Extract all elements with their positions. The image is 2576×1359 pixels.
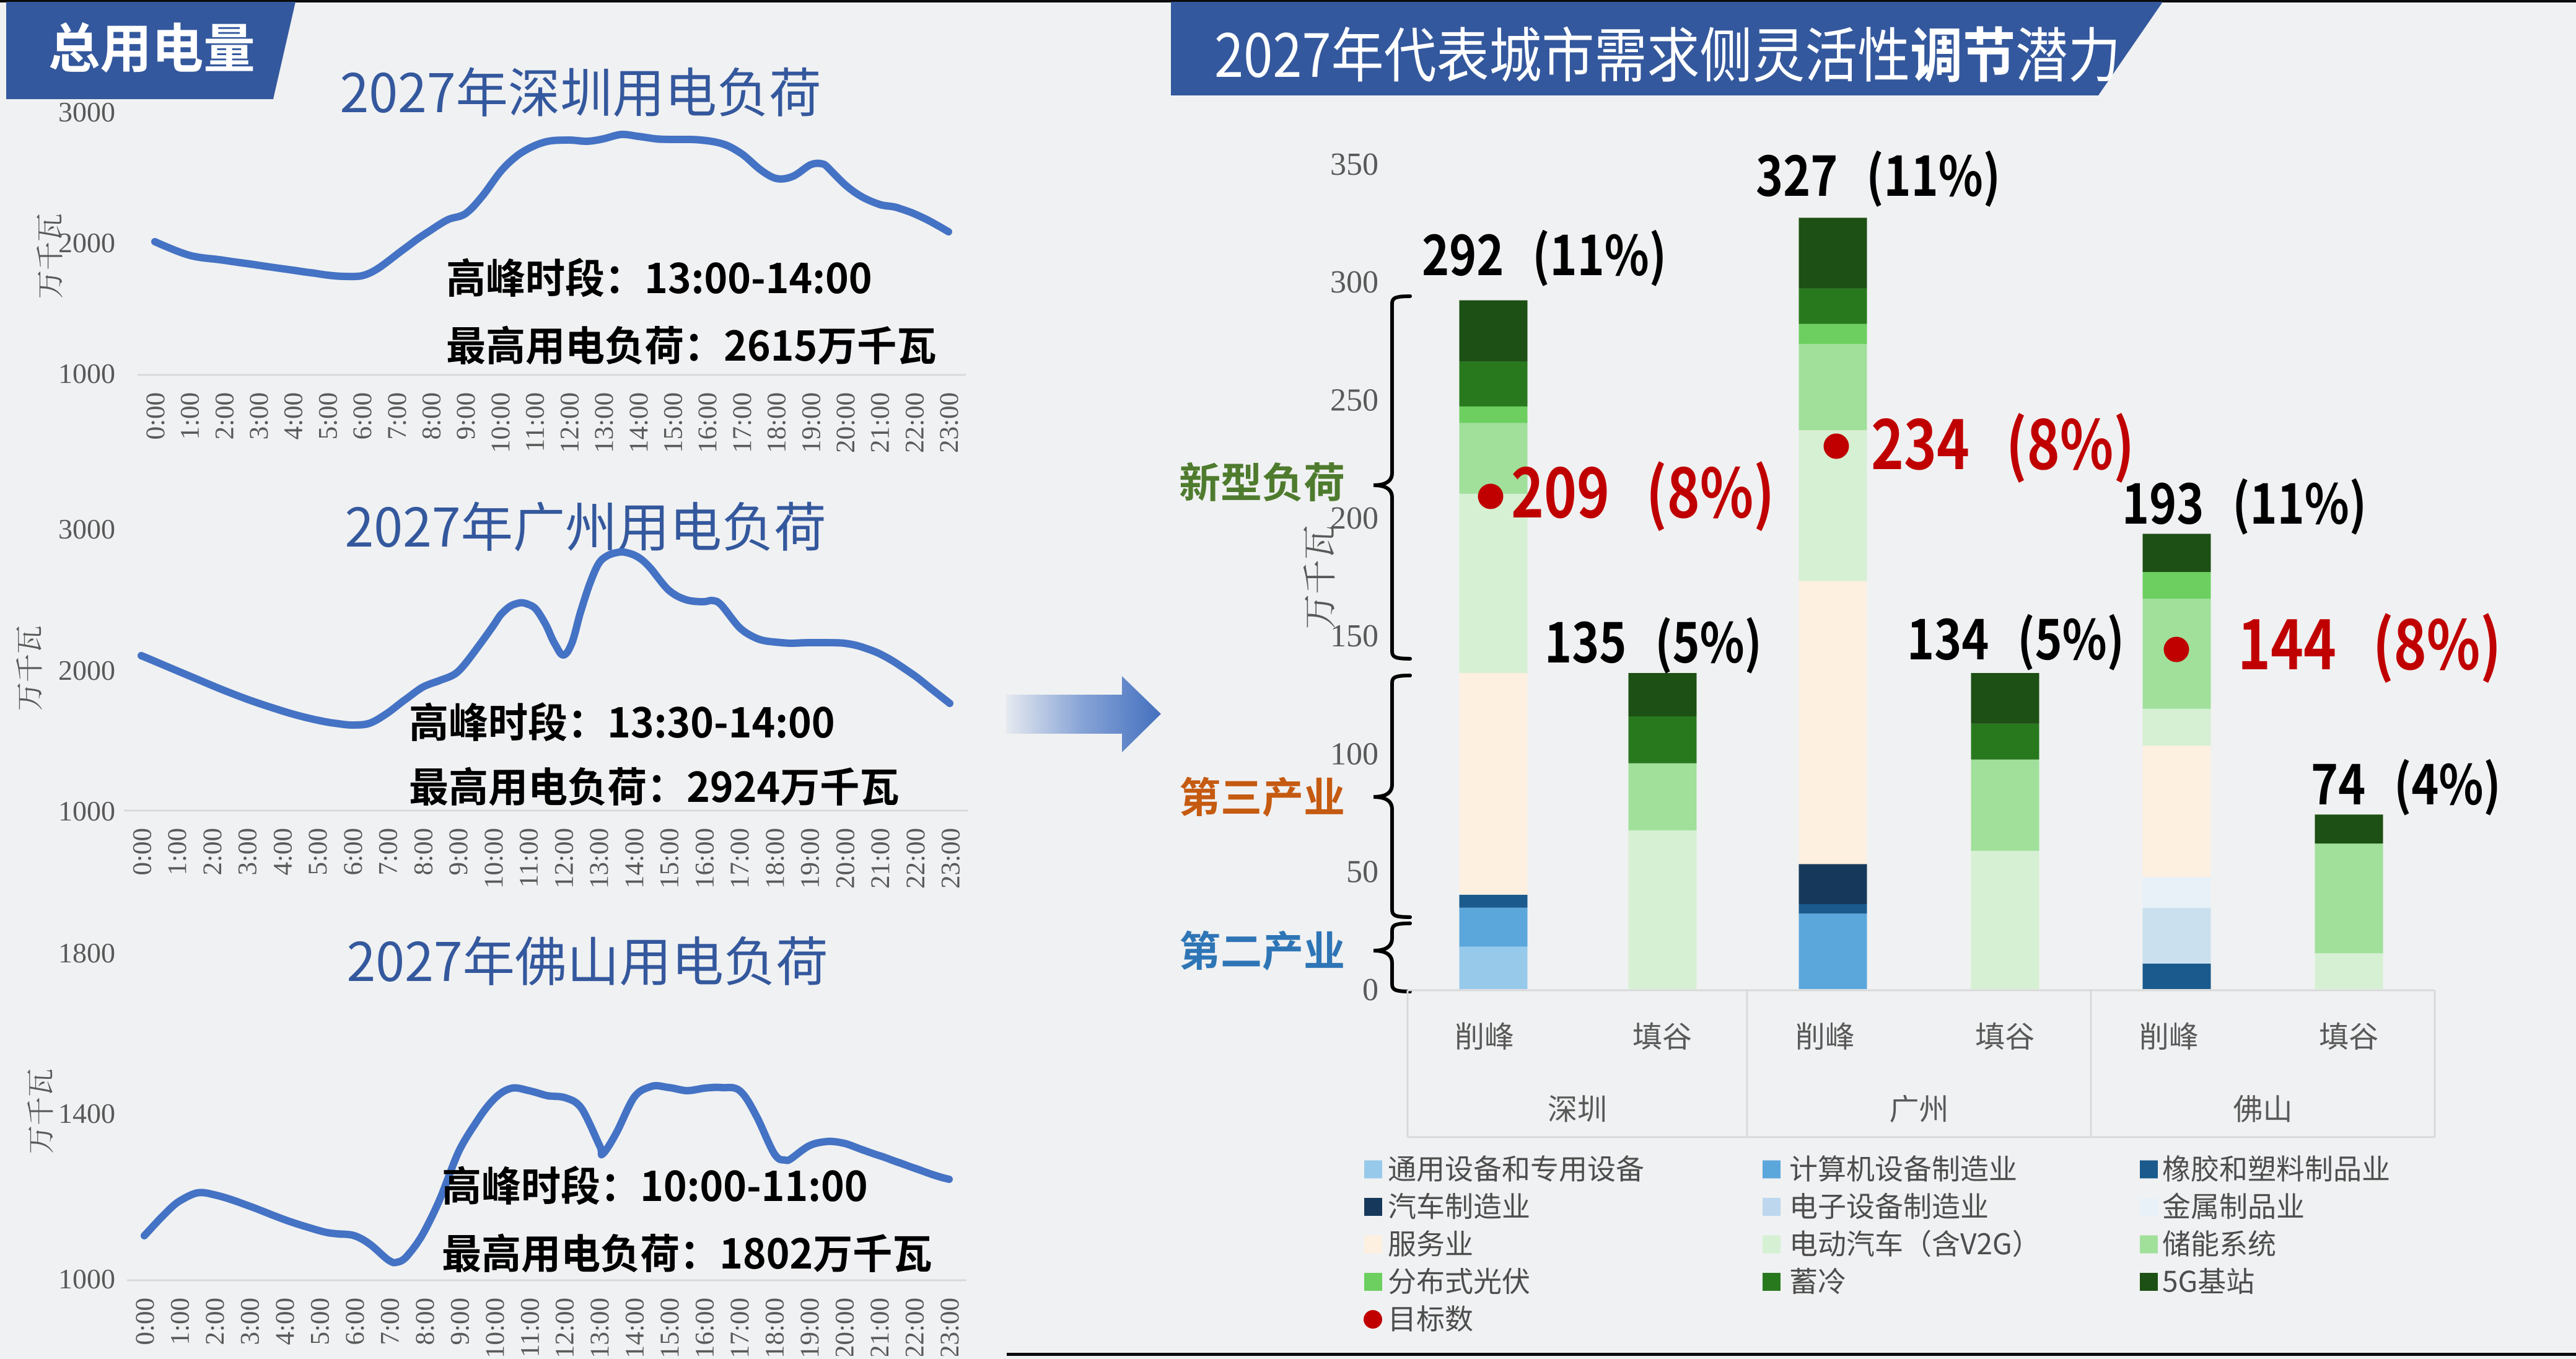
svg-text:4:00: 4:00	[271, 1298, 300, 1345]
svg-text:0:00: 0:00	[131, 1298, 160, 1345]
svg-text:17:00: 17:00	[725, 828, 755, 889]
svg-text:9:00: 9:00	[445, 1298, 475, 1345]
svg-text:2000: 2000	[58, 227, 115, 258]
svg-text:0: 0	[1362, 972, 1378, 1008]
svg-text:2000: 2000	[58, 654, 115, 686]
svg-text:6:00: 6:00	[348, 392, 377, 439]
svg-text:16:00: 16:00	[691, 1298, 720, 1356]
svg-text:22:00: 22:00	[900, 392, 929, 453]
svg-text:200: 200	[1330, 501, 1378, 536]
svg-text:1:00: 1:00	[176, 392, 205, 439]
svg-text:0:00: 0:00	[141, 392, 170, 439]
svg-text:22:00: 22:00	[901, 828, 931, 889]
svg-text:20:00: 20:00	[830, 1298, 859, 1356]
svg-text:1400: 1400	[58, 1097, 115, 1129]
svg-text:11:00: 11:00	[515, 1298, 545, 1356]
svg-text:23:00: 23:00	[937, 828, 966, 889]
svg-text:10:00: 10:00	[486, 392, 515, 453]
svg-text:6:00: 6:00	[339, 828, 368, 875]
svg-text:16:00: 16:00	[690, 828, 719, 889]
svg-text:1000: 1000	[58, 358, 115, 389]
svg-text:6:00: 6:00	[341, 1298, 370, 1345]
svg-text:12:00: 12:00	[551, 1298, 580, 1356]
svg-text:23:00: 23:00	[935, 392, 964, 453]
svg-text:7:00: 7:00	[374, 828, 403, 875]
svg-text:250: 250	[1330, 383, 1378, 418]
svg-text:3:00: 3:00	[236, 1298, 265, 1345]
svg-text:350: 350	[1330, 147, 1378, 182]
svg-text:21:00: 21:00	[865, 1298, 895, 1356]
svg-text:23:00: 23:00	[935, 1298, 965, 1356]
svg-text:19:00: 19:00	[795, 1298, 825, 1356]
svg-text:100: 100	[1330, 736, 1378, 772]
svg-text:12:00: 12:00	[555, 392, 584, 453]
svg-text:150: 150	[1330, 618, 1378, 654]
svg-text:11:00: 11:00	[521, 392, 550, 452]
svg-text:16:00: 16:00	[693, 392, 722, 453]
svg-text:18:00: 18:00	[761, 1298, 790, 1356]
svg-text:1:00: 1:00	[163, 828, 192, 875]
svg-text:50: 50	[1346, 855, 1378, 890]
svg-text:14:00: 14:00	[620, 828, 649, 889]
svg-text:13:00: 13:00	[585, 828, 614, 889]
svg-text:10:00: 10:00	[481, 1298, 510, 1356]
svg-text:20:00: 20:00	[831, 392, 861, 453]
svg-text:2:00: 2:00	[198, 828, 227, 875]
svg-text:12:00: 12:00	[550, 828, 579, 889]
svg-text:17:00: 17:00	[728, 392, 757, 453]
svg-text:17:00: 17:00	[725, 1298, 755, 1356]
svg-text:15:00: 15:00	[655, 1298, 685, 1356]
svg-text:1800: 1800	[58, 937, 115, 969]
svg-text:0:00: 0:00	[128, 828, 157, 875]
svg-text:8:00: 8:00	[409, 828, 438, 875]
svg-text:19:00: 19:00	[796, 828, 825, 889]
svg-text:5:00: 5:00	[306, 1298, 335, 1345]
svg-text:11:00: 11:00	[515, 828, 544, 887]
svg-text:13:00: 13:00	[585, 1298, 615, 1356]
svg-text:21:00: 21:00	[866, 392, 895, 453]
svg-text:3:00: 3:00	[245, 392, 274, 439]
svg-text:1:00: 1:00	[166, 1298, 195, 1345]
svg-text:7:00: 7:00	[383, 392, 412, 439]
svg-text:1000: 1000	[58, 1263, 115, 1295]
svg-text:22:00: 22:00	[900, 1298, 929, 1356]
svg-text:300: 300	[1330, 265, 1378, 300]
svg-text:9:00: 9:00	[452, 392, 481, 439]
svg-text:10:00: 10:00	[480, 828, 509, 889]
svg-text:15:00: 15:00	[655, 828, 685, 889]
svg-text:20:00: 20:00	[831, 828, 860, 889]
svg-text:14:00: 14:00	[621, 1298, 650, 1356]
svg-text:2:00: 2:00	[210, 392, 239, 439]
svg-text:19:00: 19:00	[797, 392, 826, 453]
svg-text:4:00: 4:00	[268, 828, 297, 875]
svg-text:13:00: 13:00	[590, 392, 619, 453]
svg-text:21:00: 21:00	[866, 828, 895, 889]
svg-text:5:00: 5:00	[313, 392, 343, 439]
svg-text:9:00: 9:00	[444, 828, 473, 875]
svg-text:8:00: 8:00	[418, 392, 447, 439]
svg-text:3000: 3000	[58, 96, 115, 128]
svg-text:18:00: 18:00	[763, 392, 792, 453]
svg-text:3:00: 3:00	[234, 828, 263, 875]
svg-text:2:00: 2:00	[201, 1298, 230, 1345]
svg-text:18:00: 18:00	[761, 828, 790, 889]
svg-text:15:00: 15:00	[659, 392, 688, 453]
svg-text:5:00: 5:00	[304, 828, 333, 875]
svg-text:7:00: 7:00	[375, 1298, 405, 1345]
svg-text:8:00: 8:00	[411, 1298, 440, 1345]
svg-text:14:00: 14:00	[624, 392, 654, 453]
svg-text:3000: 3000	[58, 513, 115, 545]
svg-text:1000: 1000	[58, 795, 115, 827]
svg-text:4:00: 4:00	[279, 392, 309, 439]
